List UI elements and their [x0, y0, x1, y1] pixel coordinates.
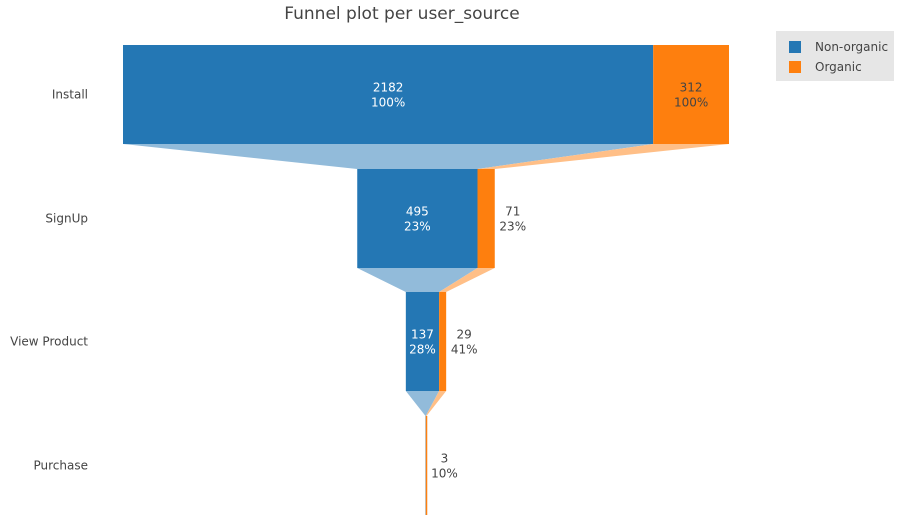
value-label-organic-signup: 71: [505, 205, 520, 219]
bar-organic-view-product[interactable]: [439, 292, 447, 391]
stage-label-view-product: View Product: [10, 335, 88, 349]
stage-labels: Install SignUp View Product Purchase: [10, 88, 88, 473]
legend-item-organic[interactable]: Organic: [789, 59, 862, 75]
legend: Non-organic Organic: [776, 31, 894, 81]
percent-label-organic-view-product: 41%: [451, 343, 478, 357]
funnel-connectors: [123, 144, 729, 416]
bar-non-organic-view-product[interactable]: [405, 292, 440, 391]
value-label-organic-view-product: 29: [457, 328, 472, 342]
bar-organic-signup[interactable]: [477, 169, 495, 268]
percent-label-non-organic-view-product: 28%: [409, 343, 436, 357]
value-label-non-organic-install: 2182: [373, 81, 404, 95]
value-label-organic-install: 312: [680, 81, 703, 95]
percent-label-organic-purchase: 10%: [431, 467, 458, 481]
percent-label-organic-signup: 23%: [499, 220, 526, 234]
percent-label-non-organic-signup: 23%: [404, 220, 431, 234]
legend-label-organic: Organic: [815, 60, 862, 74]
stage-label-signup: SignUp: [45, 212, 88, 226]
value-label-non-organic-view-product: 137: [411, 328, 434, 342]
value-label-non-organic-signup: 495: [406, 205, 429, 219]
connector-non-organic-2: [405, 391, 440, 416]
legend-label-non-organic: Non-organic: [815, 40, 889, 54]
connector-organic-0: [477, 144, 729, 169]
connector-non-organic-1: [357, 268, 478, 292]
stage-label-purchase: Purchase: [34, 459, 89, 473]
bar-non-organic-install[interactable]: [123, 45, 654, 144]
connector-non-organic-0: [123, 144, 654, 169]
legend-swatch-organic: [789, 61, 801, 73]
value-labels: 2182100%312100%49523%7123%13728%2941%310…: [371, 81, 708, 481]
connector-organic-1: [439, 268, 495, 292]
bar-organic-install[interactable]: [653, 45, 729, 144]
stage-label-install: Install: [52, 88, 88, 102]
legend-item-non-organic[interactable]: Non-organic: [789, 39, 888, 55]
percent-label-organic-install: 100%: [674, 96, 708, 110]
connector-organic-2: [425, 391, 447, 416]
value-label-organic-purchase: 3: [441, 452, 449, 466]
chart-title: Funnel plot per user_source: [284, 4, 519, 24]
bar-non-organic-signup[interactable]: [357, 169, 478, 268]
percent-label-non-organic-install: 100%: [371, 96, 405, 110]
funnel-bars: [123, 45, 729, 515]
bar-organic-purchase[interactable]: [425, 416, 428, 515]
legend-swatch-non-organic: [789, 41, 801, 53]
